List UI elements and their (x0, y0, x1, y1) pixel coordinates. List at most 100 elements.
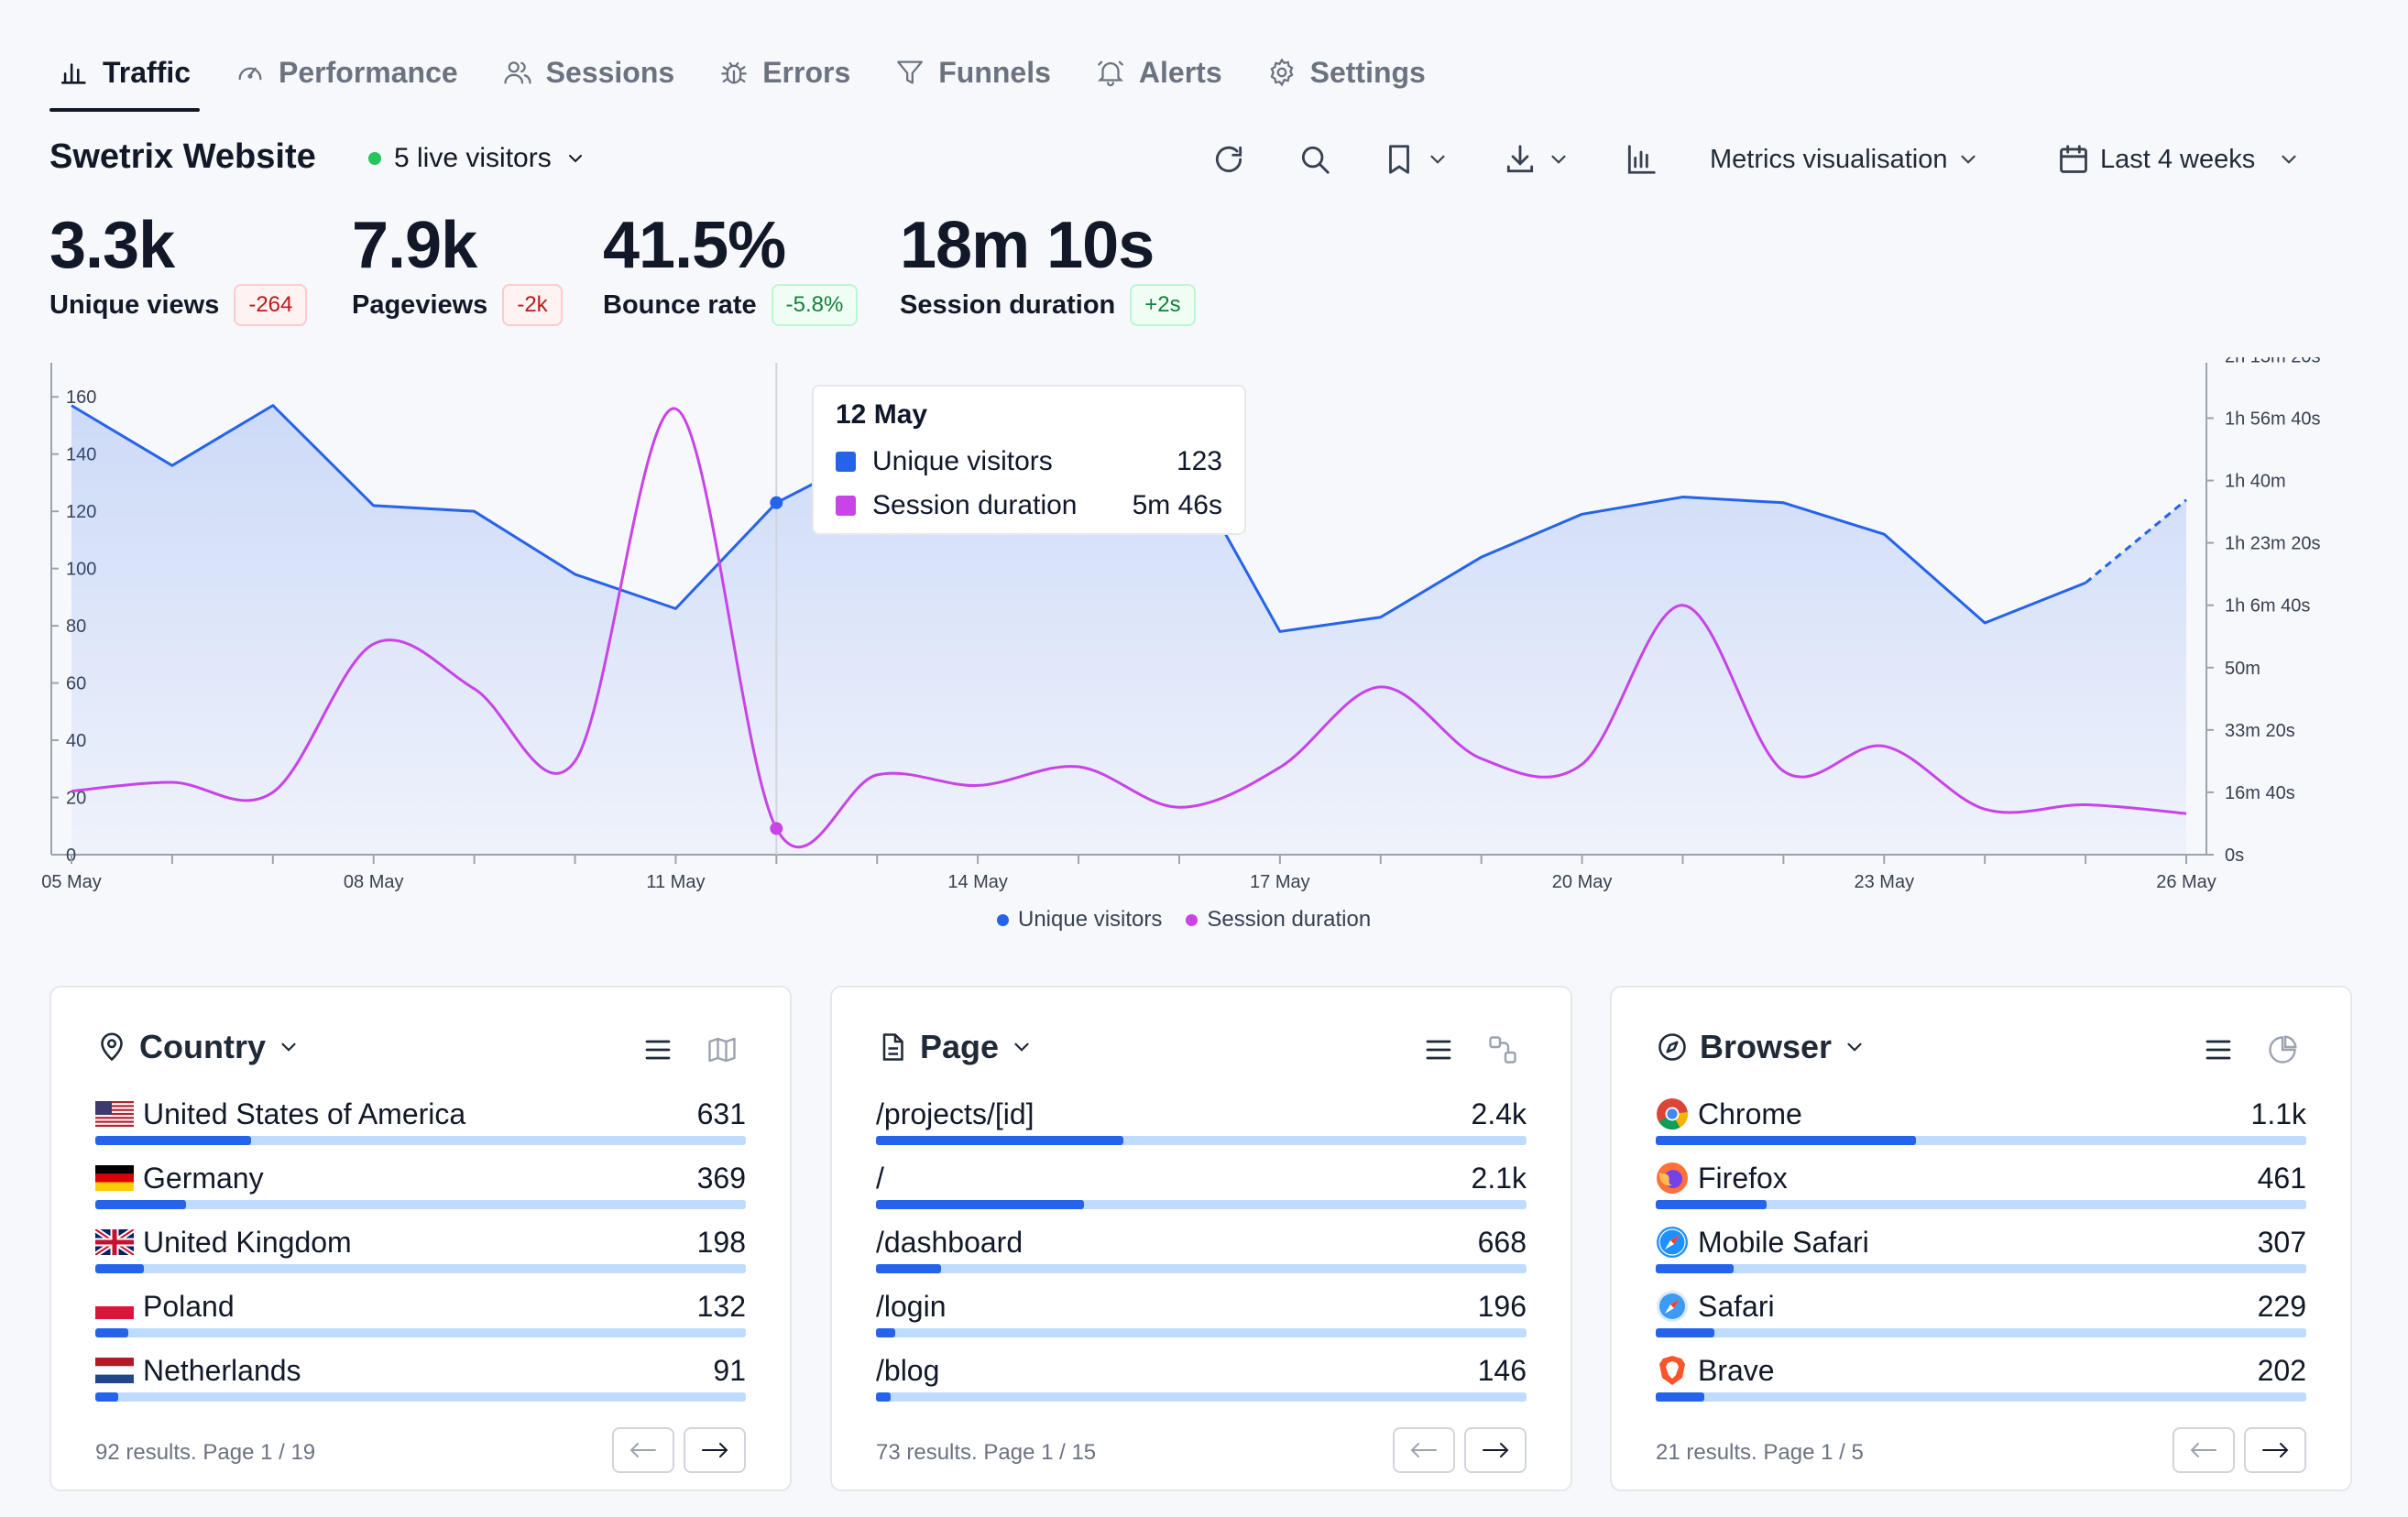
panel-view-switch (2202, 1033, 2299, 1066)
prev-page-button[interactable] (1393, 1427, 1455, 1473)
x-tick-label: 14 May (947, 872, 1008, 892)
prev-page-button[interactable] (2173, 1427, 2235, 1473)
map-icon[interactable] (706, 1033, 739, 1066)
item-bar-fill (1656, 1392, 1705, 1402)
item-value: 132 (696, 1290, 746, 1323)
search-button[interactable] (1297, 142, 1332, 177)
list-item[interactable]: Poland 132 (95, 1286, 746, 1350)
legend-item-session-duration[interactable]: Session duration (1186, 907, 1371, 933)
chevron-down-icon (1551, 155, 1566, 164)
list-item[interactable]: Chrome 1.1k (1656, 1094, 2306, 1158)
list-item[interactable]: /dashboard 668 (876, 1222, 1527, 1286)
list-icon[interactable] (641, 1033, 674, 1066)
tab-settings[interactable]: Settings (1257, 48, 1435, 97)
metric-label: Bounce rate (603, 289, 757, 320)
pagination (1393, 1427, 1527, 1473)
chevron-down-icon (1847, 1042, 1862, 1052)
legend-dot (1186, 913, 1199, 926)
mobile-safari-icon (1657, 1227, 1688, 1258)
tooltip-row-unique-visitors: Unique visitors 123 (836, 440, 1222, 484)
item-bar (876, 1264, 1527, 1273)
pagination (612, 1427, 746, 1473)
item-bar (876, 1200, 1527, 1209)
y-right-tick-label: 0s (2225, 846, 2244, 866)
browser-panel: Browser Chrome 1.1k Firefox 461 Mobile S… (1610, 986, 2352, 1491)
arrow-right-icon (2262, 1443, 2289, 1457)
period-dropdown[interactable]: Last 4 weeks (2056, 142, 2301, 177)
list-item[interactable]: / 2.1k (876, 1158, 1527, 1222)
prev-page-button[interactable] (612, 1427, 674, 1473)
tooltip-label: Unique visitors (872, 446, 1053, 476)
x-tick-label: 05 May (41, 872, 102, 892)
gb-flag-icon (95, 1229, 134, 1255)
tab-errors[interactable]: Errors (709, 48, 859, 97)
page-panel-title[interactable]: Page (876, 1028, 1034, 1066)
list-item[interactable]: Safari 229 (1656, 1286, 2306, 1350)
next-page-button[interactable] (2244, 1427, 2306, 1473)
list-item[interactable]: United Kingdom 198 (95, 1222, 746, 1286)
toolbar-chart-type (1624, 134, 1658, 185)
export-button[interactable] (1503, 142, 1571, 177)
list-item[interactable]: United States of America 631 (95, 1094, 746, 1158)
refresh-button[interactable] (1211, 142, 1246, 177)
list-item[interactable]: Brave 202 (1656, 1350, 2306, 1414)
flow-icon[interactable] (1486, 1033, 1519, 1066)
bookmark-button[interactable] (1382, 142, 1450, 177)
next-page-button[interactable] (1464, 1427, 1527, 1473)
list-item[interactable]: /projects/[id] 2.4k (876, 1094, 1527, 1158)
item-label: /blog (876, 1353, 940, 1387)
list-item[interactable]: /blog 146 (876, 1350, 1527, 1414)
tab-performance[interactable]: Performance (225, 48, 467, 97)
live-visitors-dropdown[interactable]: 5 live visitors (368, 143, 586, 174)
y-right-tick-label: 1h 6m 40s (2225, 596, 2310, 617)
list-item[interactable]: Netherlands 91 (95, 1350, 746, 1414)
chrome-icon (1657, 1098, 1689, 1130)
chevron-down-icon (1014, 1042, 1029, 1052)
legend-label: Session duration (1207, 907, 1372, 932)
x-tick-label: 17 May (1250, 872, 1310, 892)
item-value: 229 (2257, 1290, 2306, 1323)
metrics-visualisation-dropdown[interactable]: Metrics visualisation (1710, 145, 1980, 175)
item-label: Chrome (1698, 1097, 1802, 1130)
toolbar-export (1503, 134, 1571, 185)
arrow-right-icon (1483, 1443, 1509, 1457)
calendar-icon (2060, 145, 2087, 173)
legend-item-unique-visitors[interactable]: Unique visitors (997, 907, 1162, 933)
list-item[interactable]: /login 196 (876, 1286, 1527, 1350)
toolbar-search (1297, 134, 1332, 185)
tab-alerts[interactable]: Alerts (1086, 48, 1231, 97)
chevron-down-icon (1961, 155, 1976, 164)
chart-type-button[interactable] (1624, 142, 1658, 177)
item-bar-fill (95, 1200, 187, 1209)
list-item[interactable]: Firefox 461 (1656, 1158, 2306, 1222)
list-icon[interactable] (1422, 1033, 1455, 1066)
bell-icon (1097, 60, 1123, 87)
tab-funnels[interactable]: Funnels (885, 48, 1060, 97)
list-icon[interactable] (2202, 1033, 2235, 1066)
tab-label: Alerts (1138, 55, 1222, 89)
chevron-down-icon (2282, 155, 2296, 164)
x-tick-label: 11 May (646, 872, 705, 892)
pie-chart-icon[interactable] (2266, 1033, 2299, 1066)
panel-view-switch (641, 1033, 739, 1066)
next-page-button[interactable] (684, 1427, 746, 1473)
bookmark-icon (1389, 145, 1409, 174)
browser-panel-title[interactable]: Browser (1656, 1028, 1866, 1066)
tab-traffic[interactable]: Traffic (49, 48, 201, 112)
country-panel: Country United States of America 631 Ger… (49, 986, 792, 1491)
item-label: Mobile Safari (1698, 1225, 1869, 1259)
country-panel-title[interactable]: Country (95, 1028, 301, 1066)
list-item[interactable]: Germany 369 (95, 1158, 746, 1222)
pagination (2173, 1427, 2306, 1473)
list-item[interactable]: Mobile Safari 307 (1656, 1222, 2306, 1286)
pl-flag-icon (95, 1293, 134, 1319)
legend-dot (997, 913, 1009, 926)
item-bar (1656, 1392, 2306, 1402)
item-bar (876, 1392, 1527, 1402)
metric-label: Pageviews (352, 289, 488, 320)
item-value: 668 (1477, 1226, 1527, 1259)
tab-sessions[interactable]: Sessions (493, 48, 684, 97)
item-bar (95, 1264, 746, 1273)
toolbar-period: Last 4 weeks (2056, 134, 2301, 185)
